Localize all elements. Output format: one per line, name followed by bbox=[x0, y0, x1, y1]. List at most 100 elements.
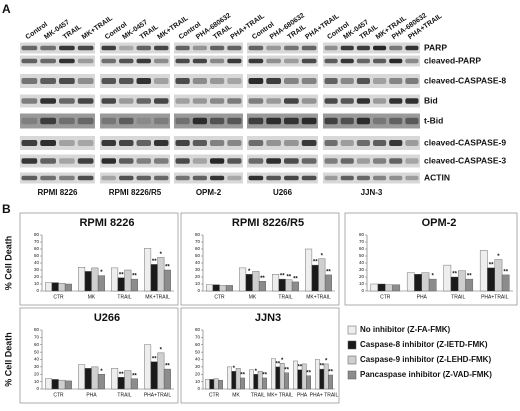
significance-mark: ** bbox=[293, 276, 298, 282]
blot-background bbox=[20, 172, 95, 184]
blot-row-label: PARP bbox=[424, 42, 447, 52]
x-tick-label: MK bbox=[88, 294, 96, 300]
blot-band bbox=[59, 175, 75, 181]
blot-band bbox=[101, 78, 116, 84]
blot-band bbox=[40, 98, 56, 104]
blot-band bbox=[340, 175, 354, 181]
cell-line-label: RPMI 8226/R5 bbox=[109, 188, 162, 197]
blot-band bbox=[356, 58, 370, 64]
significance-mark: ** bbox=[119, 372, 124, 378]
bar bbox=[204, 379, 210, 390]
blot-band bbox=[301, 117, 317, 125]
x-tick-label: MK+TRAIL bbox=[306, 294, 331, 300]
blot-band bbox=[356, 98, 370, 104]
bar bbox=[285, 279, 293, 292]
legend-label: Caspase-9 inhibitor (Z-LEHD-FMK) bbox=[360, 355, 491, 364]
blot-band bbox=[59, 45, 75, 51]
blot-band bbox=[340, 78, 354, 84]
blot-band bbox=[227, 58, 242, 64]
blot-band bbox=[40, 45, 56, 51]
significance-mark: ** bbox=[132, 373, 137, 379]
y-tick-label: 50 bbox=[359, 253, 365, 258]
blot-background bbox=[247, 94, 318, 108]
blot-background bbox=[100, 113, 170, 129]
blot-band bbox=[324, 140, 338, 146]
bar bbox=[124, 370, 132, 390]
y-tick-label: 0 bbox=[36, 288, 39, 293]
bar bbox=[218, 379, 223, 390]
bar bbox=[305, 248, 313, 292]
y-tick-label: 70 bbox=[195, 335, 201, 340]
blot-row-label: cleaved-CASPASE-9 bbox=[424, 137, 506, 147]
blot-band bbox=[77, 175, 94, 181]
blot-band bbox=[210, 158, 225, 164]
blot-band bbox=[324, 45, 338, 51]
blot-band bbox=[77, 117, 94, 125]
bar bbox=[58, 379, 66, 390]
bar bbox=[91, 366, 99, 390]
panel-label: B bbox=[2, 202, 11, 216]
y-tick-label: 20 bbox=[34, 274, 40, 279]
x-tick-label: PHA+TRAIL bbox=[481, 294, 509, 300]
bar bbox=[487, 267, 495, 292]
panel-label: A bbox=[2, 2, 11, 16]
significance-mark: ** bbox=[306, 370, 311, 376]
bar bbox=[91, 267, 99, 292]
blot-band bbox=[405, 45, 419, 51]
blot-band bbox=[210, 58, 225, 64]
blot-background bbox=[20, 113, 95, 129]
chart-title: OPM-2 bbox=[422, 217, 457, 229]
blot-band bbox=[59, 58, 75, 64]
bar bbox=[385, 284, 393, 292]
cell-line-label: OPM-2 bbox=[196, 188, 222, 197]
blot-band bbox=[210, 117, 225, 125]
blot-band bbox=[119, 45, 134, 51]
blot-band bbox=[284, 78, 299, 84]
bar bbox=[130, 278, 138, 292]
significance-mark: ** bbox=[165, 265, 170, 271]
blot-band bbox=[154, 78, 169, 84]
blot-band bbox=[59, 140, 75, 146]
y-tick-label: 30 bbox=[34, 364, 40, 369]
y-tick-label: 60 bbox=[195, 342, 201, 347]
significance-mark: ** bbox=[280, 274, 285, 280]
blot-band bbox=[154, 140, 169, 146]
blot-band bbox=[192, 98, 207, 104]
y-tick-label: 10 bbox=[195, 281, 201, 286]
y-axis-label: % Cell Death bbox=[3, 332, 13, 387]
bar bbox=[306, 375, 311, 390]
significance-mark: * bbox=[160, 252, 163, 258]
bar bbox=[130, 378, 138, 390]
x-tick-label: PHA bbox=[297, 392, 308, 398]
blot-band bbox=[356, 175, 370, 181]
significance-mark: ** bbox=[119, 272, 124, 278]
blot-background bbox=[174, 42, 243, 54]
blot-band bbox=[301, 78, 317, 84]
significance-mark: ** bbox=[489, 262, 494, 268]
blot-band bbox=[136, 175, 151, 181]
blot-band bbox=[40, 158, 56, 164]
significance-mark: ** bbox=[286, 274, 291, 280]
x-tick-label: PHA bbox=[86, 392, 97, 398]
blot-band bbox=[227, 175, 242, 181]
blot-band bbox=[266, 140, 281, 146]
bar bbox=[278, 278, 286, 292]
y-tick-label: 40 bbox=[34, 357, 40, 362]
blot-band bbox=[119, 117, 134, 125]
bar bbox=[51, 379, 59, 390]
y-tick-label: 10 bbox=[34, 379, 40, 384]
bar bbox=[212, 284, 220, 292]
blot-band bbox=[248, 140, 264, 146]
x-tick-label: TRAIL bbox=[117, 294, 131, 300]
blot-band bbox=[284, 158, 299, 164]
blot-band bbox=[101, 117, 116, 125]
y-tick-label: 40 bbox=[34, 260, 40, 265]
blot-band bbox=[266, 158, 281, 164]
bar bbox=[272, 274, 280, 292]
legend-swatch bbox=[347, 325, 357, 335]
significance-mark: ** bbox=[328, 370, 333, 376]
blot-background bbox=[323, 55, 420, 67]
bar bbox=[291, 281, 299, 292]
y-tick-label: 70 bbox=[34, 239, 40, 244]
legend-swatch bbox=[347, 370, 357, 380]
